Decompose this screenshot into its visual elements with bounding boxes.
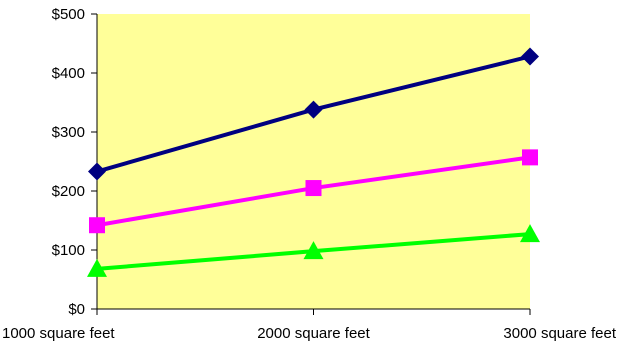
data-point bbox=[87, 258, 107, 277]
y-axis: $0 $100 $200 $300 $400 $500 bbox=[52, 6, 98, 318]
data-point bbox=[522, 149, 538, 166]
x-axis: 1000 square feet 2000 square feet 3000 squ… bbox=[2, 308, 617, 342]
data-point bbox=[520, 224, 540, 243]
x-tick-label: 2000 square feet bbox=[257, 325, 370, 342]
y-tick-label: $100 bbox=[52, 242, 85, 259]
plot-area bbox=[97, 14, 530, 309]
data-point bbox=[304, 100, 323, 119]
y-tick-label: $200 bbox=[52, 183, 85, 200]
y-tick-label: $400 bbox=[52, 65, 85, 82]
series-layer bbox=[87, 47, 540, 277]
series-2 bbox=[89, 149, 538, 234]
y-tick-label: $0 bbox=[68, 301, 85, 318]
data-point bbox=[303, 241, 324, 260]
data-point bbox=[305, 180, 322, 197]
data-point bbox=[88, 162, 106, 181]
x-tick-label: 1000 square feet bbox=[2, 325, 115, 342]
data-point bbox=[89, 217, 105, 234]
series-1 bbox=[88, 47, 539, 181]
y-tick-label: $500 bbox=[52, 6, 85, 23]
data-point bbox=[521, 47, 539, 66]
series-3 bbox=[87, 224, 540, 277]
x-tick-label: 3000 square feet bbox=[503, 325, 616, 342]
y-tick-label: $300 bbox=[52, 124, 85, 141]
